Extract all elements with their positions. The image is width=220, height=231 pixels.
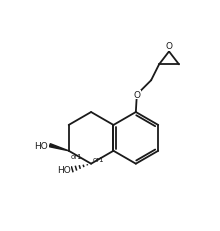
Polygon shape xyxy=(49,144,69,151)
Text: or1: or1 xyxy=(71,153,82,159)
Text: HO: HO xyxy=(35,141,48,150)
Text: O: O xyxy=(133,91,140,100)
Text: HO: HO xyxy=(57,165,71,174)
Text: or1: or1 xyxy=(93,156,105,162)
Text: O: O xyxy=(165,42,172,51)
